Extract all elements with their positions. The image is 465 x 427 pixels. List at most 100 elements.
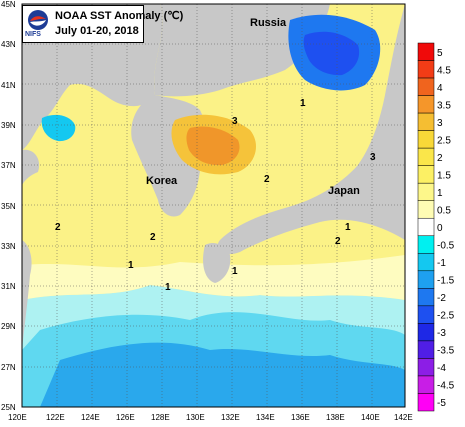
- colorbar: 5 4.5 4 3.5 3 2.5 2 1.5 1 0.5 0 -0.5 -1 -1.5 -2 -2.5 -3 -…: [417, 42, 455, 412]
- land-china-coast: [22, 240, 32, 350]
- land-kyushu: [203, 243, 231, 283]
- lat-tick-label: 29N: [1, 322, 16, 331]
- sea-cold-bohai: [41, 114, 76, 142]
- colorbar-swatch: [417, 77, 435, 96]
- lon-tick-label: 124E: [81, 413, 100, 422]
- lat-tick-label: 25N: [1, 403, 16, 412]
- contour-label: 2: [150, 232, 156, 243]
- map-area: 2 1 3 2 1 2 2 1 1 1 3 Russia Korea Japan: [22, 4, 405, 407]
- graticule: [22, 4, 405, 407]
- colorbar-swatch: [417, 42, 435, 61]
- contour-label: 3: [232, 116, 238, 127]
- place-label-korea: Korea: [146, 175, 178, 187]
- colorbar-swatch: [417, 95, 435, 114]
- colorbar-swatch: [417, 253, 435, 272]
- contour-label: 3: [370, 152, 376, 163]
- lon-axis: 120E 122E 124E 126E 128E 130E 132E 134E …: [8, 413, 413, 422]
- land-japan: [217, 4, 405, 255]
- lat-tick-label: 33N: [1, 242, 16, 251]
- lon-tick-label: 130E: [186, 413, 205, 422]
- colorbar-swatch: [417, 147, 435, 166]
- place-label-japan: Japan: [328, 185, 360, 197]
- colorbar-label: 0.5: [437, 205, 451, 216]
- contour-label: 1: [128, 260, 134, 271]
- lon-tick-label: 136E: [291, 413, 310, 422]
- colorbar-swatch: [417, 200, 435, 219]
- lat-tick-label: 43N: [1, 40, 16, 49]
- nifs-logo-icon: [28, 10, 48, 30]
- title-box: NIFS NOAA SST Anomaly (℃) July 01-20, 20…: [22, 5, 183, 43]
- lon-tick-label: 138E: [326, 413, 345, 422]
- land-shandong: [22, 149, 40, 185]
- colorbar-swatch: [417, 393, 435, 412]
- lon-tick-label: 122E: [46, 413, 65, 422]
- contour-label: 2: [335, 236, 341, 247]
- colorbar-label: 2: [437, 153, 443, 164]
- colorbar-label: 4: [437, 83, 443, 94]
- colorbar-swatch: [417, 182, 435, 201]
- lat-tick-label: 37N: [1, 161, 16, 170]
- colorbar-swatch: [417, 60, 435, 79]
- contour-label: 2: [264, 174, 270, 185]
- colorbar-swatch: [417, 235, 435, 254]
- colorbar-swatch: [417, 358, 435, 377]
- map-subtitle: July 01-20, 2018: [55, 25, 139, 37]
- colorbar-label: -3.5: [437, 346, 455, 357]
- lat-tick-label: 41N: [1, 81, 16, 90]
- lon-tick-label: 142E: [394, 413, 413, 422]
- colorbar-label: 1.5: [437, 170, 451, 181]
- lat-tick-label: 45N: [1, 0, 16, 9]
- colorbar-label: -5: [437, 398, 446, 409]
- colorbar-label: -0.5: [437, 241, 455, 252]
- colorbar-label: -2.5: [437, 311, 455, 322]
- colorbar-swatch: [417, 217, 435, 237]
- place-label-russia: Russia: [250, 17, 287, 29]
- colorbar-swatch: [417, 305, 435, 324]
- colorbar-label: 3.5: [437, 100, 451, 111]
- map-title: NOAA SST Anomaly (℃): [55, 10, 184, 22]
- sea-colder-north: [303, 31, 360, 76]
- sea-colder-south: [40, 342, 405, 407]
- contour-label: 1: [345, 222, 351, 233]
- lon-tick-label: 126E: [116, 413, 135, 422]
- colorbar-swatch: [417, 375, 435, 394]
- colorbar-label: 0: [437, 223, 443, 234]
- colorbar-label: -2: [437, 293, 446, 304]
- colorbar-swatch: [417, 270, 435, 289]
- colorbar-label: 2.5: [437, 135, 451, 146]
- colorbar-label: -3: [437, 328, 446, 339]
- lat-tick-label: 31N: [1, 282, 16, 291]
- contour-label: 2: [55, 222, 61, 233]
- lat-tick-label: 35N: [1, 202, 16, 211]
- lat-tick-label: 39N: [1, 121, 16, 130]
- map-border: [21, 3, 406, 408]
- sea-warm-core-inner: [186, 126, 240, 166]
- colorbar-label: 3: [437, 118, 443, 129]
- colorbar-label: -1: [437, 258, 446, 269]
- lat-axis: 45N 43N 41N 39N 37N 35N 33N 31N 29N 27N …: [1, 0, 16, 412]
- colorbar-label: 5: [437, 48, 443, 59]
- lon-tick-label: 120E: [8, 413, 27, 422]
- colorbar-swatch: [417, 112, 435, 131]
- colorbar-label: 4.5: [437, 65, 451, 76]
- contour-label: 1: [232, 266, 238, 277]
- colorbar-label: 1: [437, 188, 443, 199]
- colorbar-label: -4: [437, 363, 446, 374]
- colorbar-swatch: [417, 340, 435, 359]
- colorbar-label: -1.5: [437, 276, 455, 287]
- colorbar-swatch: [417, 130, 435, 149]
- land-russia: [154, 4, 330, 97]
- lat-tick-label: 27N: [1, 363, 16, 372]
- contour-label: 1: [300, 98, 306, 109]
- lon-tick-label: 134E: [256, 413, 275, 422]
- lon-tick-label: 128E: [151, 413, 170, 422]
- contour-label: 1: [165, 282, 171, 293]
- colorbar-swatch: [417, 165, 435, 184]
- org-label: NIFS: [25, 31, 41, 38]
- colorbar-label: -4.5: [437, 381, 455, 392]
- colorbar-swatch: [417, 323, 435, 342]
- lon-tick-label: 140E: [361, 413, 380, 422]
- lon-tick-label: 132E: [221, 413, 240, 422]
- colorbar-swatch: [417, 288, 435, 307]
